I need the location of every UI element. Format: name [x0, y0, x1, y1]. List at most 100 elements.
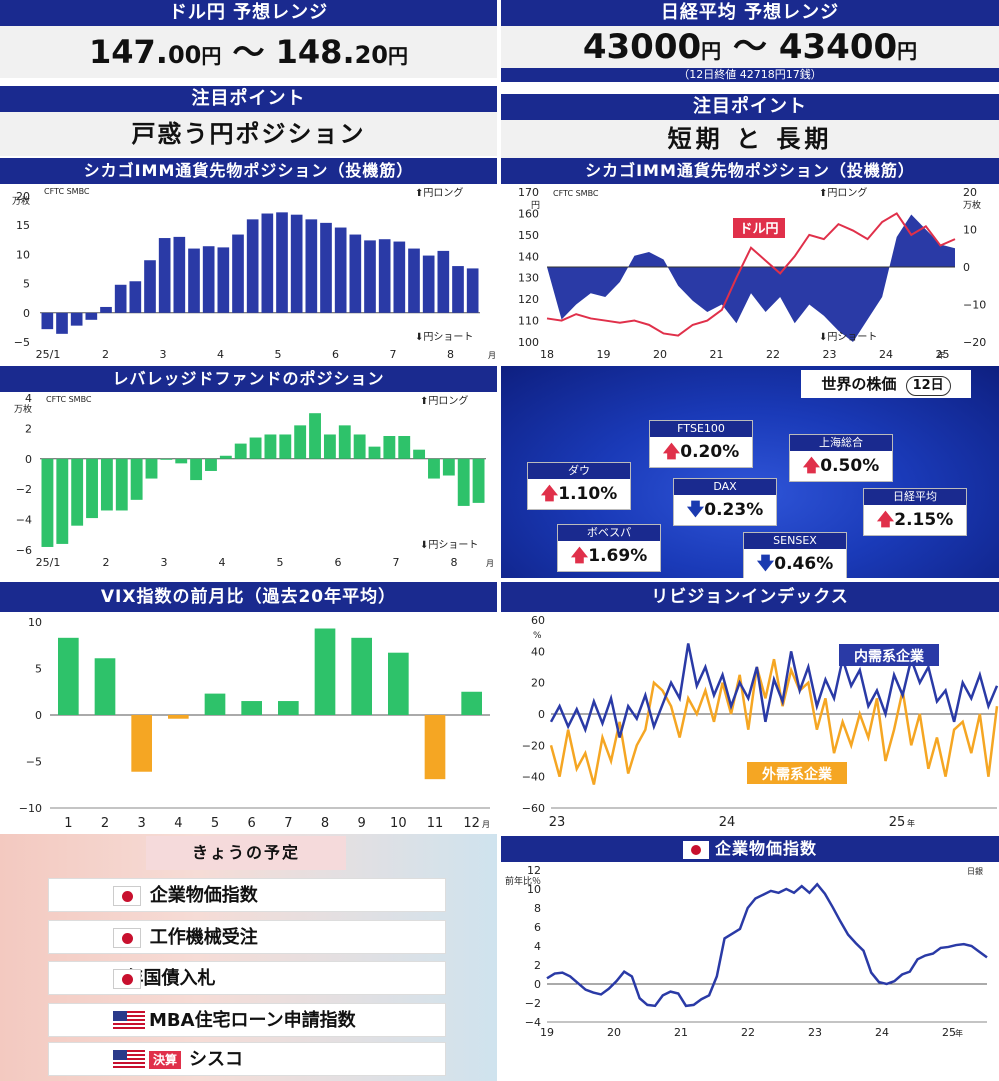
series-label: 内需系企業: [854, 648, 925, 665]
bar: [114, 284, 127, 313]
y-tick-label: 0: [35, 709, 42, 722]
arrow-down-icon: 🡇: [686, 500, 705, 520]
bar: [168, 715, 189, 719]
stock-dax: DAX 🡇0.23%: [673, 478, 777, 526]
position-area: [547, 214, 955, 342]
y-tick-label: −5: [14, 336, 30, 349]
series-label: ドル円: [739, 222, 778, 237]
bar: [472, 458, 485, 503]
bar: [428, 458, 440, 479]
y-tick-label: 2: [25, 422, 32, 435]
y-tick-label: 150: [518, 229, 539, 242]
bar: [115, 458, 128, 511]
nikkei-close-note: （12日終値 42718円17銭）: [501, 68, 999, 82]
y-tick-label: 5: [23, 278, 30, 291]
bar: [368, 446, 381, 459]
source-label: CFTC SMBC: [553, 189, 599, 198]
x-tick-label: 23: [808, 1026, 822, 1039]
schedule-item: 決算 シスコ: [48, 1042, 446, 1076]
stock-nikkei: 日経平均 🡅2.15%: [863, 488, 967, 536]
imm-bar-panel: 20 15 10 5 0 −5 万枚 CFTC SMBC 25/1 2 3 4 5 6 7 8 月 ⬆円ロング ⬇円…: [0, 184, 497, 364]
y-tick-label: 10: [28, 616, 42, 629]
bar: [219, 455, 232, 459]
bar: [205, 458, 217, 471]
bar: [246, 219, 259, 313]
stock-bovespa: ボベスパ 🡅1.69%: [557, 524, 661, 572]
bar: [144, 260, 156, 313]
x-tick-label: 10: [390, 816, 407, 831]
bar: [56, 312, 68, 334]
bar: [202, 246, 215, 313]
y-tick-label: 10: [16, 248, 30, 261]
source-label: CFTC SMBC: [46, 395, 92, 404]
y-tick-label: −40: [522, 771, 545, 784]
y-tick-label: −20: [963, 336, 986, 349]
x-tick-label: 2: [103, 556, 110, 569]
bar: [249, 437, 262, 459]
x-unit-label: 年: [955, 1028, 963, 1038]
imm-area-panel: ドル円 170 160 150 140 130 120 110 100 20 10 0 −10 −20 円万…: [501, 184, 999, 364]
x-unit-label: 月: [486, 559, 494, 568]
bar: [264, 434, 277, 459]
world-stocks-panel: 世界の株価 12日 ダウ 🡅1.10% FTSE100 🡅0.20% 上海総合 🡅0.…: [501, 366, 999, 578]
bar: [398, 436, 411, 459]
y-tick-label: 0: [534, 978, 541, 991]
y-right-unit: 万枚: [963, 199, 981, 211]
bar: [58, 637, 79, 715]
y-tick-label: 20: [963, 186, 977, 199]
usdjpy-range-value: 147.00円 ～ 148.20円: [0, 26, 497, 78]
y-tick-label: −4: [16, 514, 32, 527]
y-unit-label: 万枚: [14, 403, 32, 415]
x-tick-label: 24: [875, 1026, 889, 1039]
bar: [314, 628, 336, 715]
bar: [188, 248, 200, 313]
annotation-short: ⬇円ショート: [819, 332, 877, 343]
bar: [364, 240, 376, 313]
x-tick-label: 20: [653, 348, 667, 361]
x-tick-label: 23: [549, 815, 566, 830]
bar: [466, 268, 479, 313]
lev-bar-chart: 4 2 0 −2 −4 −6 万枚 CFTC SMBC 25/1 2 3 4 5 6 7 8 月 ⬆円ロング ⬇円シ…: [14, 392, 494, 569]
bar: [457, 458, 470, 506]
japan-flag-icon: [113, 886, 141, 906]
focus-left-text: 戸惑う円ポジション: [0, 112, 497, 156]
series-line: [546, 882, 988, 1008]
y-tick-label: 10: [963, 224, 977, 237]
bar: [234, 443, 247, 459]
y-tick-label: 4: [534, 940, 541, 953]
x-tick-label: 19: [597, 348, 611, 361]
world-stocks-title: 世界の株価 12日: [801, 370, 971, 398]
schedule-item: 7月 工作機械受注: [48, 920, 446, 954]
schedule-item: 7月 企業物価指数: [48, 878, 446, 912]
y-tick-label: 130: [518, 272, 539, 285]
focus-right-header: 注目ポイント: [501, 94, 999, 120]
lev-bar-panel: 4 2 0 −2 −4 −6 万枚 CFTC SMBC 25/1 2 3 4 5 6 7 8 月 ⬆円ロング ⬇円シ…: [0, 392, 497, 578]
bar: [145, 458, 158, 479]
y-tick-label: 5: [35, 663, 42, 676]
bar: [294, 425, 307, 459]
bar: [349, 234, 362, 313]
imm-area-title: シカゴIMM通貨先物ポジション（投機筋）: [501, 158, 999, 184]
annotation-short: ⬇円ショート: [415, 332, 473, 343]
x-tick-label: 6: [335, 556, 342, 569]
series-line: [549, 643, 999, 738]
stock-sensex: SENSEX 🡇0.46%: [743, 532, 847, 578]
y-tick-label: 10: [527, 883, 541, 896]
legend-box: [747, 762, 847, 784]
source-label: 日銀: [967, 866, 983, 876]
x-unit-label: 月: [488, 351, 496, 360]
bar: [71, 458, 84, 526]
y-unit-label: 前年比％: [505, 875, 541, 887]
x-tick-label: 2: [102, 348, 109, 361]
schedule-panel: きょうの予定 7月 企業物価指数 7月 工作機械受注 5年国債入札 MBA住宅ロ…: [0, 834, 497, 1081]
x-tick-label: 25/1: [36, 556, 61, 569]
us-flag-icon: [113, 1011, 145, 1031]
bar: [351, 637, 372, 715]
series-label: 外需系企業: [762, 766, 833, 783]
lev-bar-title: レバレッジドファンドのポジション: [0, 366, 497, 392]
imm-bar-chart: 20 15 10 5 0 −5 万枚 CFTC SMBC 25/1 2 3 4 5 6 7 8 月 ⬆円ロング ⬇円…: [12, 186, 496, 361]
x-tick-label: 11: [427, 816, 444, 831]
bar: [41, 312, 54, 330]
